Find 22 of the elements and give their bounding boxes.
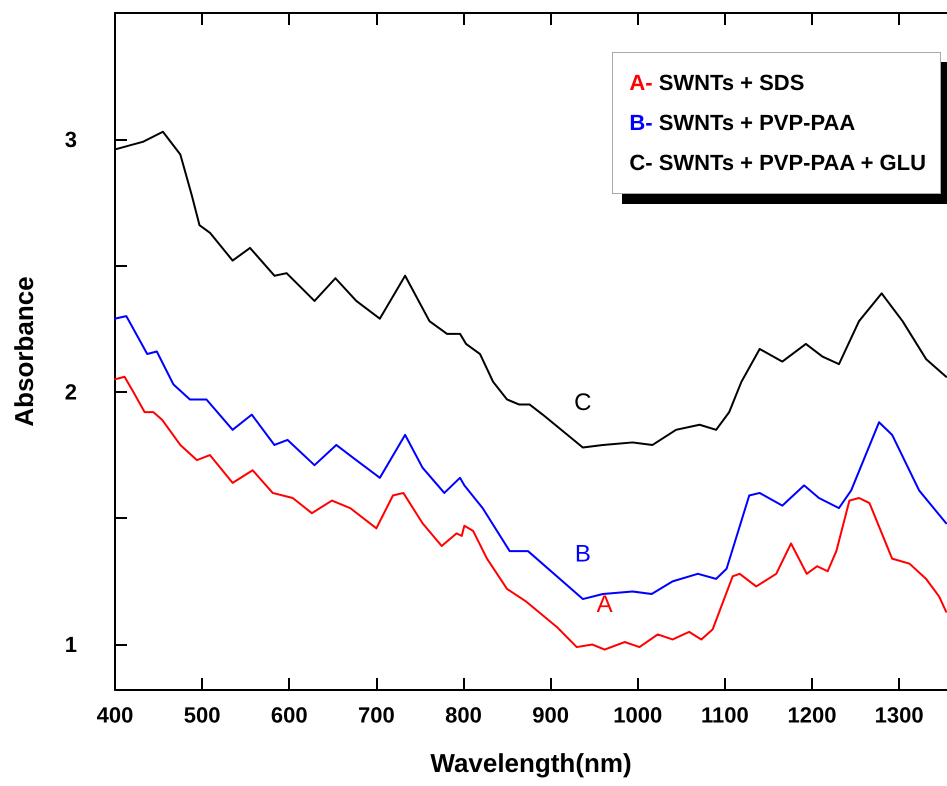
y-tick-label: 2 <box>64 379 77 404</box>
text: B- SWNTs + PVP-PAA <box>629 110 856 135</box>
x-axis-title: Wavelength(nm) <box>430 748 632 778</box>
text: A- SWNTs + SDS <box>629 70 804 95</box>
annotation: A <box>596 591 613 618</box>
x-tick-label: 1100 <box>700 702 749 728</box>
x-tick-label: 1300 <box>874 702 924 728</box>
x-tick-label: 800 <box>445 702 482 728</box>
x-tick-label: 600 <box>270 702 308 728</box>
y-axis-title: Absorbance <box>9 276 39 427</box>
x-tick-label: 1200 <box>787 702 836 728</box>
x-tick-label: 700 <box>358 702 395 728</box>
text: C- SWNTs + PVP-PAA + GLU <box>629 150 926 175</box>
x-tick-label: 900 <box>532 702 569 728</box>
y-tick-label: 3 <box>64 126 77 152</box>
line-series <box>114 376 947 651</box>
x-tick-label: 500 <box>184 702 220 728</box>
y-tick-label: 1 <box>64 632 77 658</box>
annotation: B <box>574 540 591 568</box>
annotation: C <box>574 388 592 416</box>
x-tick-label: 1000 <box>613 702 662 728</box>
x-tick-label: 400 <box>96 702 134 728</box>
